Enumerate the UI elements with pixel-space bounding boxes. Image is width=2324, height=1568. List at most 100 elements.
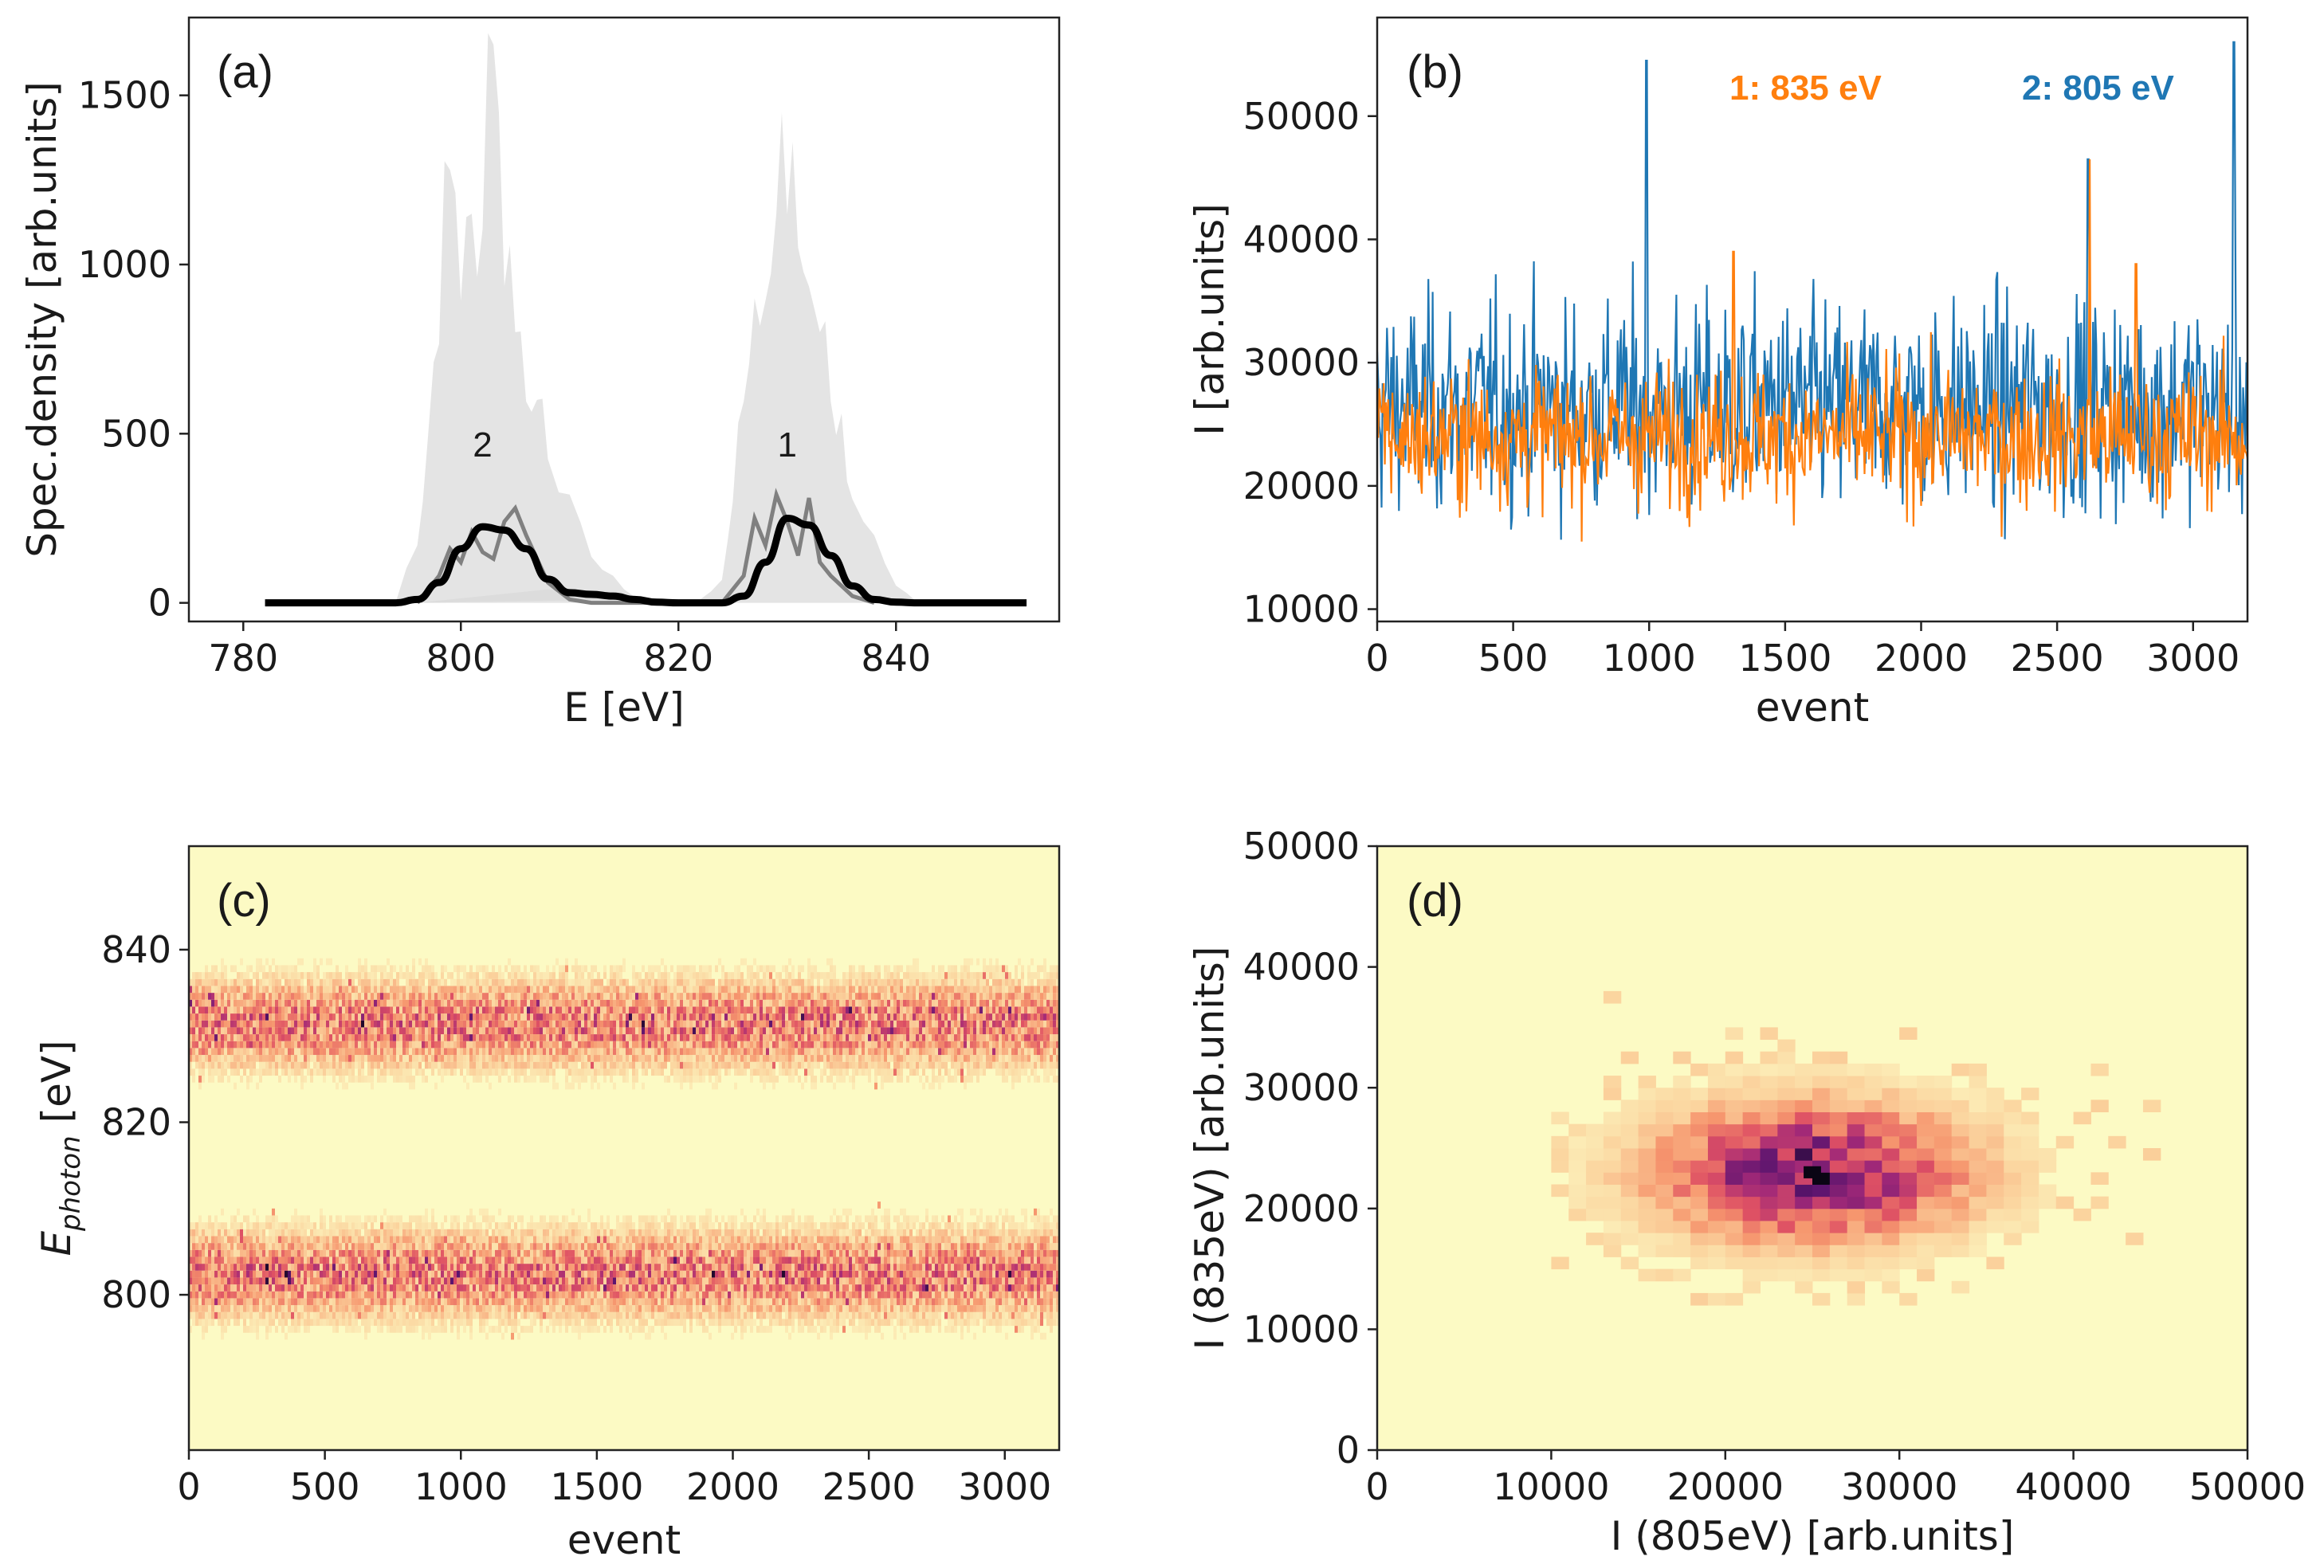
band-800ev-cell	[766, 1291, 769, 1299]
band-800ev-cell	[428, 1311, 431, 1319]
band-800ev-cell	[412, 1215, 415, 1223]
band-800ev-cell	[928, 1229, 932, 1237]
band-800ev-cell	[610, 1229, 613, 1237]
band-800ev-cell	[527, 1277, 530, 1285]
band-800ev-cell	[189, 1305, 192, 1312]
band-800ev-cell	[562, 1277, 565, 1285]
band-800ev-cell	[476, 1264, 479, 1271]
band-830ev-cell	[218, 1055, 221, 1062]
band-800ev-cell	[836, 1270, 839, 1278]
band-800ev-cell	[221, 1270, 224, 1278]
band-830ev-cell	[288, 1013, 291, 1021]
band-800ev-cell	[1002, 1270, 1005, 1278]
band-800ev-cell	[380, 1311, 383, 1319]
band-800ev-cell	[584, 1264, 587, 1271]
band-800ev-cell	[836, 1319, 839, 1327]
band-830ev-cell	[208, 999, 211, 1007]
band-800ev-cell	[817, 1249, 820, 1257]
band-800ev-cell	[772, 1264, 775, 1271]
band-830ev-cell	[205, 999, 208, 1007]
band-830ev-cell	[249, 986, 253, 994]
band-800ev-cell	[712, 1243, 715, 1250]
band-800ev-cell	[482, 1298, 485, 1306]
band-800ev-cell	[511, 1277, 514, 1285]
band-800ev-cell	[1040, 1311, 1043, 1319]
band-800ev-cell	[957, 1305, 960, 1312]
band-800ev-cell	[881, 1298, 884, 1306]
band-800ev-cell	[575, 1270, 578, 1278]
band-800ev-cell	[285, 1229, 288, 1237]
band-800ev-cell	[453, 1311, 457, 1319]
band-800ev-cell	[734, 1326, 737, 1333]
band-800ev-cell	[406, 1243, 409, 1250]
band-800ev-cell	[826, 1319, 830, 1327]
band-800ev-cell	[823, 1284, 826, 1292]
band-800ev-cell	[307, 1284, 310, 1292]
band-800ev-cell	[555, 1270, 559, 1278]
band-800ev-cell	[1050, 1284, 1053, 1292]
band-800ev-cell	[766, 1264, 769, 1271]
band-800ev-cell	[402, 1222, 406, 1229]
band-800ev-cell	[527, 1222, 530, 1229]
band-800ev-cell	[890, 1249, 893, 1257]
band-800ev-cell	[517, 1243, 520, 1250]
band-800ev-cell	[221, 1249, 224, 1257]
band-800ev-cell	[1024, 1215, 1027, 1223]
band-800ev-cell	[642, 1284, 645, 1292]
band-830ev-cell	[256, 958, 259, 966]
band-830ev-cell	[211, 1061, 214, 1069]
band-800ev-cell	[533, 1229, 536, 1237]
band-800ev-cell	[651, 1222, 654, 1229]
band-830ev-cell	[265, 999, 269, 1007]
band-800ev-cell	[339, 1264, 342, 1271]
band-800ev-cell	[645, 1277, 648, 1285]
band-800ev-cell	[355, 1229, 358, 1237]
band-800ev-cell	[1008, 1215, 1011, 1223]
band-800ev-cell	[820, 1264, 823, 1271]
band-800ev-cell	[476, 1291, 479, 1299]
band-800ev-cell	[779, 1311, 782, 1319]
band-800ev-cell	[811, 1229, 814, 1237]
band-800ev-cell	[938, 1319, 941, 1327]
band-800ev-cell	[960, 1222, 964, 1229]
band-800ev-cell	[466, 1229, 469, 1237]
band-800ev-cell	[339, 1319, 342, 1327]
band-800ev-cell	[619, 1249, 622, 1257]
band-800ev-cell	[297, 1298, 300, 1306]
band-830ev-cell	[237, 1048, 240, 1056]
band-800ev-cell	[272, 1284, 275, 1292]
band-830ev-cell	[275, 1034, 278, 1041]
band-800ev-cell	[367, 1270, 371, 1278]
band-830ev-cell	[288, 986, 291, 994]
band-800ev-cell	[364, 1256, 367, 1264]
band-830ev-cell	[205, 978, 208, 986]
band-800ev-cell	[881, 1277, 884, 1285]
band-800ev-cell	[332, 1264, 336, 1271]
band-800ev-cell	[243, 1249, 246, 1257]
band-830ev-cell	[192, 986, 195, 994]
band-800ev-cell	[986, 1319, 989, 1327]
band-800ev-cell	[932, 1264, 935, 1271]
band-800ev-cell	[415, 1264, 418, 1271]
band-800ev-cell	[520, 1277, 524, 1285]
band-800ev-cell	[275, 1215, 278, 1223]
band-800ev-cell	[986, 1243, 989, 1250]
band-830ev-cell	[198, 986, 202, 994]
band-800ev-cell	[234, 1256, 237, 1264]
band-800ev-cell	[938, 1256, 941, 1264]
band-800ev-cell	[842, 1319, 846, 1327]
band-800ev-cell	[364, 1277, 367, 1285]
band-800ev-cell	[476, 1284, 479, 1292]
band-800ev-cell	[259, 1270, 262, 1278]
band-800ev-cell	[383, 1298, 387, 1306]
band-800ev-cell	[591, 1305, 594, 1312]
band-800ev-cell	[763, 1222, 766, 1229]
band-800ev-cell	[202, 1291, 205, 1299]
band-800ev-cell	[511, 1332, 514, 1340]
band-800ev-cell	[919, 1291, 922, 1299]
band-800ev-cell	[214, 1243, 218, 1250]
band-800ev-cell	[715, 1305, 718, 1312]
band-800ev-cell	[291, 1298, 294, 1306]
band-800ev-cell	[884, 1256, 887, 1264]
